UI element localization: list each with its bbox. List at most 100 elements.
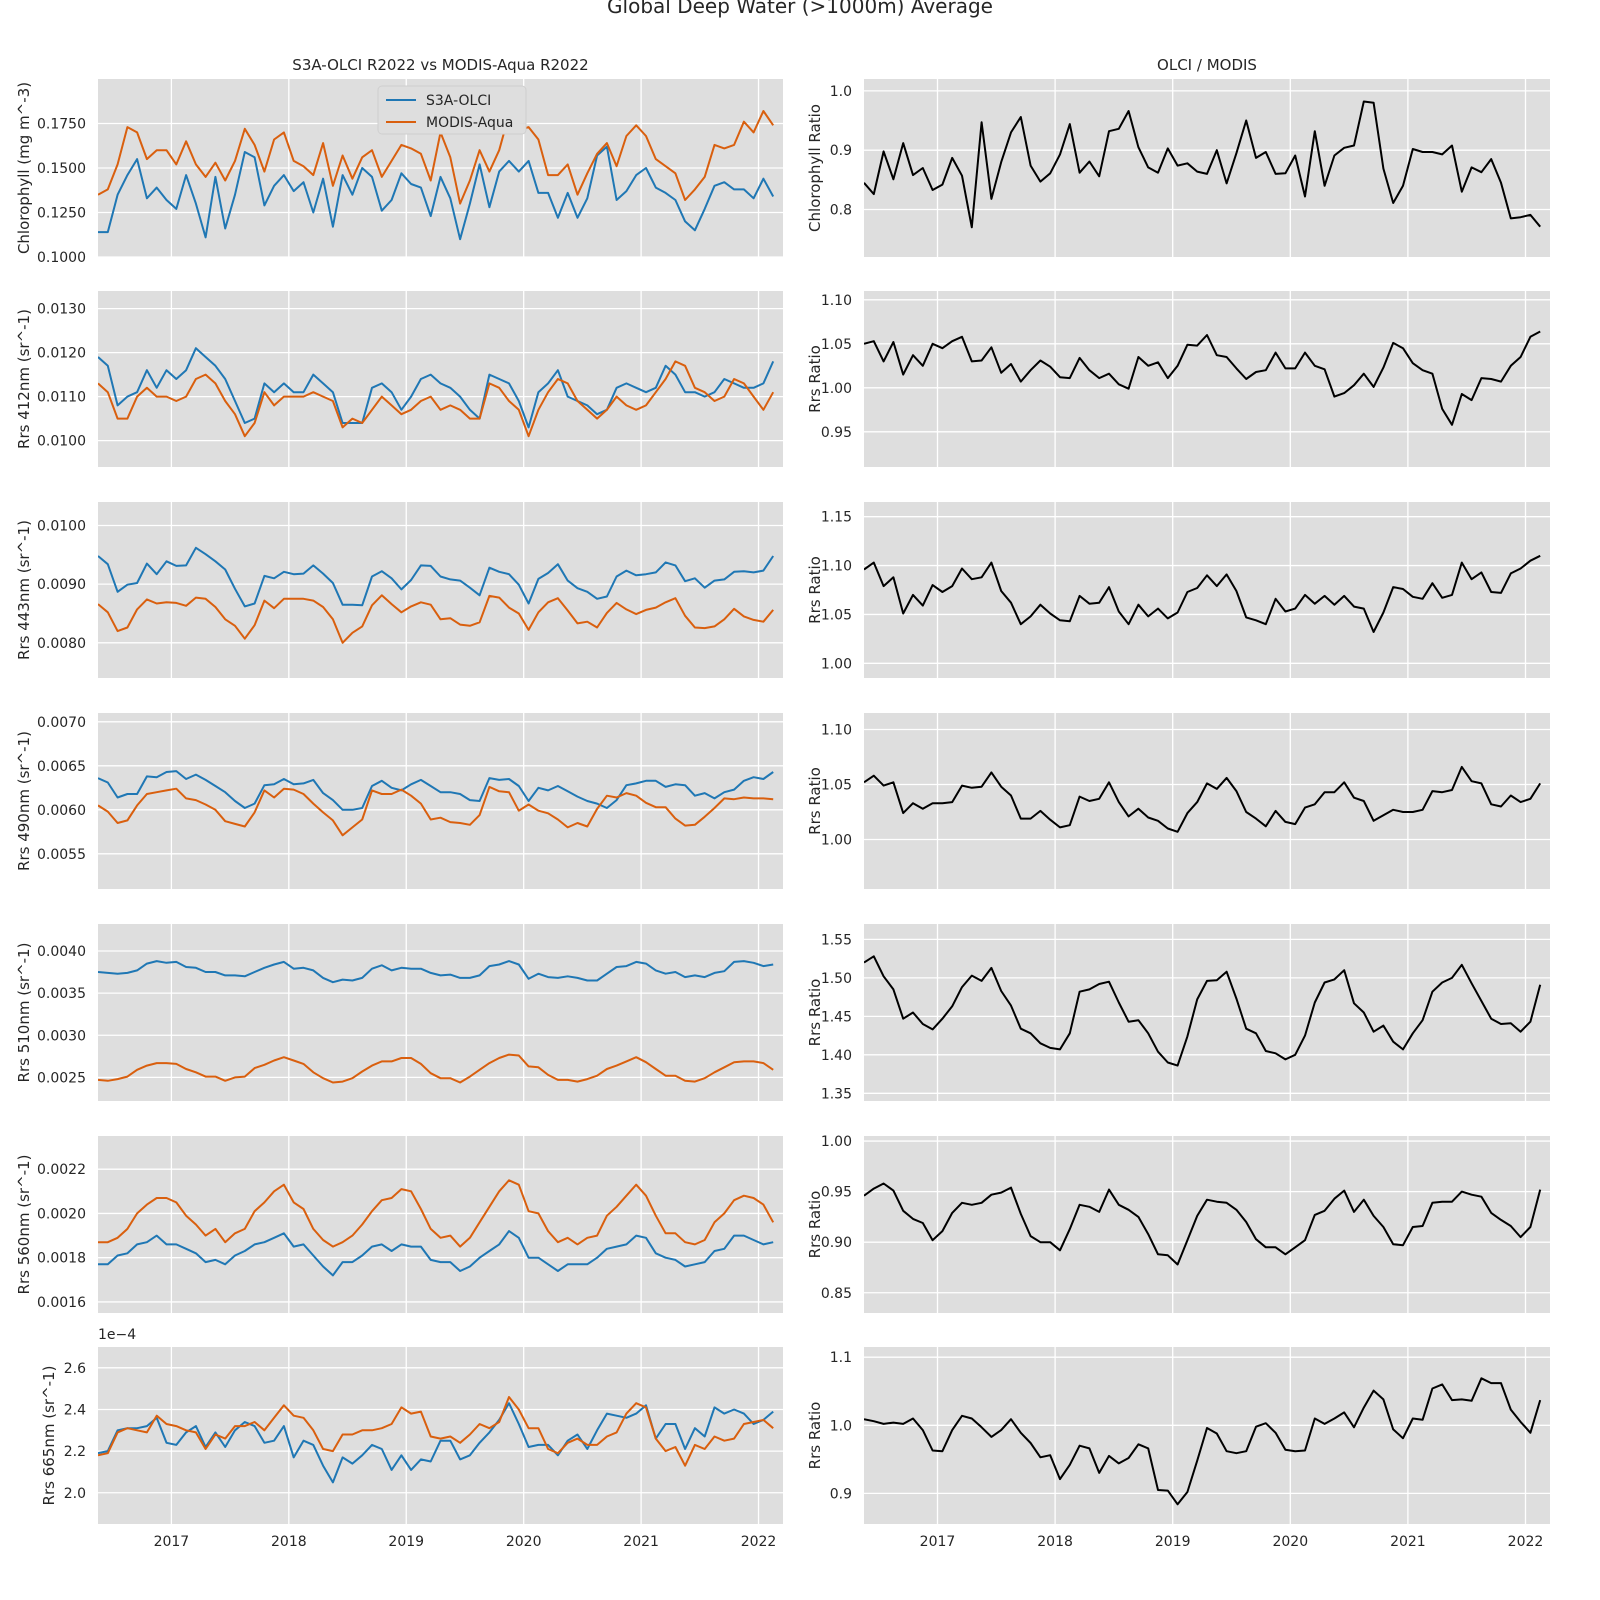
x-tick-label: 2021 <box>623 1534 659 1550</box>
y-tick-label: 0.0018 <box>37 1251 86 1267</box>
legend: S3A-OLCI MODIS-Aqua <box>377 85 527 135</box>
x-tick-label: 2018 <box>271 1534 307 1550</box>
y-tick-label: 0.95 <box>821 1185 852 1201</box>
y-tick-label: 1.00 <box>821 833 852 849</box>
y-tick-label: 1.45 <box>821 1009 852 1025</box>
series-line-modis <box>98 785 774 837</box>
y-tick-label: 0.0035 <box>37 986 86 1002</box>
y-axis-label: Rrs 443nm (sr^-1) <box>15 520 33 660</box>
y-tick-label: 0.0110 <box>37 390 86 406</box>
plot-area <box>864 291 1550 467</box>
y-tick-label: 1.35 <box>821 1086 852 1102</box>
panel-r665: 2017 2018 2019 2020 2021 2022 2.0 2.2 2.4 2.6 Rrs … <box>40 1327 783 1550</box>
panel-r665_ratio: 2017 2018 2019 2020 2021 2022 0.9 1.0 1.1 Rrs Rat… <box>806 1347 1550 1550</box>
y-tick-label: 2.0 <box>64 1486 86 1502</box>
y-tick-label: 0.0022 <box>37 1162 86 1178</box>
plot-area <box>98 924 783 1101</box>
y-tick-label: 1.0 <box>830 1418 852 1434</box>
y-axis-label: Rrs Ratio <box>806 1402 824 1470</box>
y-tick-label: 1.05 <box>821 607 852 623</box>
y-tick-label: 2.4 <box>64 1402 86 1418</box>
plot-area <box>864 1136 1550 1313</box>
panel-r443_ratio: 1.00 1.05 1.10 1.15 Rrs Ratio <box>806 502 1550 678</box>
x-tick-label: 2022 <box>1508 1534 1544 1550</box>
y-tick-label: 1.55 <box>821 932 852 948</box>
y-tick-label: 0.0020 <box>37 1206 86 1222</box>
plot-area <box>98 713 783 889</box>
y-axis-label: Chlorophyll (mg m^-3) <box>15 82 33 254</box>
plot-area <box>98 1136 783 1313</box>
x-tick-label: 2020 <box>1272 1534 1308 1550</box>
left-column-title: S3A-OLCI R2022 vs MODIS-Aqua R2022 <box>292 56 589 74</box>
y-tick-label: 1.00 <box>821 1134 852 1150</box>
series-line-modis <box>98 1179 775 1248</box>
y-axis-label: Rrs Ratio <box>806 1191 824 1259</box>
series-line-modis <box>98 360 775 438</box>
y-tick-label: 1.00 <box>821 381 852 397</box>
y-tick-label: 0.0040 <box>37 944 86 960</box>
y-tick-label: 0.0070 <box>37 715 86 731</box>
y-tick-label: 0.1750 <box>37 117 86 133</box>
y-tick-label: 0.0016 <box>37 1295 86 1311</box>
x-tick-label: 2019 <box>388 1534 424 1550</box>
series-line-ratio <box>864 765 1542 833</box>
y-tick-label: 0.0060 <box>37 803 86 819</box>
figure-title: Global Deep Water (>1000m) Average <box>607 0 993 18</box>
plot-area <box>98 291 783 467</box>
y-tick-label: 1.15 <box>821 510 852 526</box>
plot-area <box>864 502 1550 678</box>
series-line-olci <box>98 1402 774 1484</box>
y-tick-label: 0.90 <box>821 1235 852 1251</box>
series-line-ratio <box>864 330 1541 426</box>
plot-area <box>98 502 783 678</box>
y-tick-label: 1.05 <box>821 778 852 794</box>
series-line-ratio <box>864 554 1541 633</box>
series-line-ratio <box>864 100 1541 229</box>
y-tick-label: 1.10 <box>821 293 852 309</box>
y-tick-label: 0.9 <box>830 143 852 159</box>
y-axis-label: Rrs 490nm (sr^-1) <box>15 731 33 871</box>
y-axis-label: Rrs 560nm (sr^-1) <box>15 1155 33 1295</box>
y-tick-label: 0.0065 <box>37 759 86 775</box>
y-tick-label: 1.40 <box>821 1048 852 1064</box>
plot-area <box>864 79 1550 257</box>
y-tick-label: 0.0055 <box>37 847 86 863</box>
panel-r560_ratio: 0.85 0.90 0.95 1.00 Rrs Ratio <box>806 1134 1550 1313</box>
panel-r412_ratio: 0.95 1.00 1.05 1.10 Rrs Ratio <box>806 291 1550 467</box>
y-tick-label: 0.1250 <box>37 206 86 222</box>
series-line-olci <box>98 347 775 429</box>
y-axis-label: Rrs 412nm (sr^-1) <box>15 309 33 449</box>
plot-area <box>864 1347 1550 1524</box>
y-tick-label: 2.2 <box>64 1444 86 1460</box>
y-axis-label: Rrs Ratio <box>806 979 824 1047</box>
panel-r510_ratio: 1.35 1.40 1.45 1.50 1.55 Rrs Ratio <box>806 924 1550 1102</box>
y-tick-label: 1.00 <box>821 656 852 672</box>
series-line-modis <box>98 594 774 644</box>
x-tick-label: 2017 <box>154 1534 190 1550</box>
plot-area <box>864 713 1550 889</box>
y-tick-label: 0.8 <box>830 203 852 219</box>
panel-chl_ratio: 0.8 0.9 1.0 Chlorophyll Ratio <box>806 79 1550 257</box>
y-tick-label: 1.1 <box>830 1350 852 1366</box>
series-line-olci <box>98 1230 774 1277</box>
series-line-ratio <box>864 1377 1542 1506</box>
y-axis-label: Rrs Ratio <box>806 556 824 624</box>
y-axis-label: Rrs Ratio <box>806 345 824 413</box>
y-tick-label: 0.0100 <box>37 434 86 450</box>
x-tick-label: 2019 <box>1155 1534 1191 1550</box>
legend-label: S3A-OLCI <box>426 93 491 109</box>
x-tick-label: 2021 <box>1390 1534 1426 1550</box>
x-tick-label: 2017 <box>920 1534 956 1550</box>
right-column-title: OLCI / MODIS <box>1157 56 1257 74</box>
series-line-olci <box>98 770 774 811</box>
y-tick-label: 1.10 <box>821 559 852 575</box>
y-tick-label: 0.0100 <box>37 518 86 534</box>
panel-r490_ratio: 1.00 1.05 1.10 Rrs Ratio <box>806 713 1550 889</box>
series-line-olci <box>98 960 774 984</box>
y-tick-label: 0.0090 <box>37 577 86 593</box>
x-tick-label: 2020 <box>506 1534 542 1550</box>
